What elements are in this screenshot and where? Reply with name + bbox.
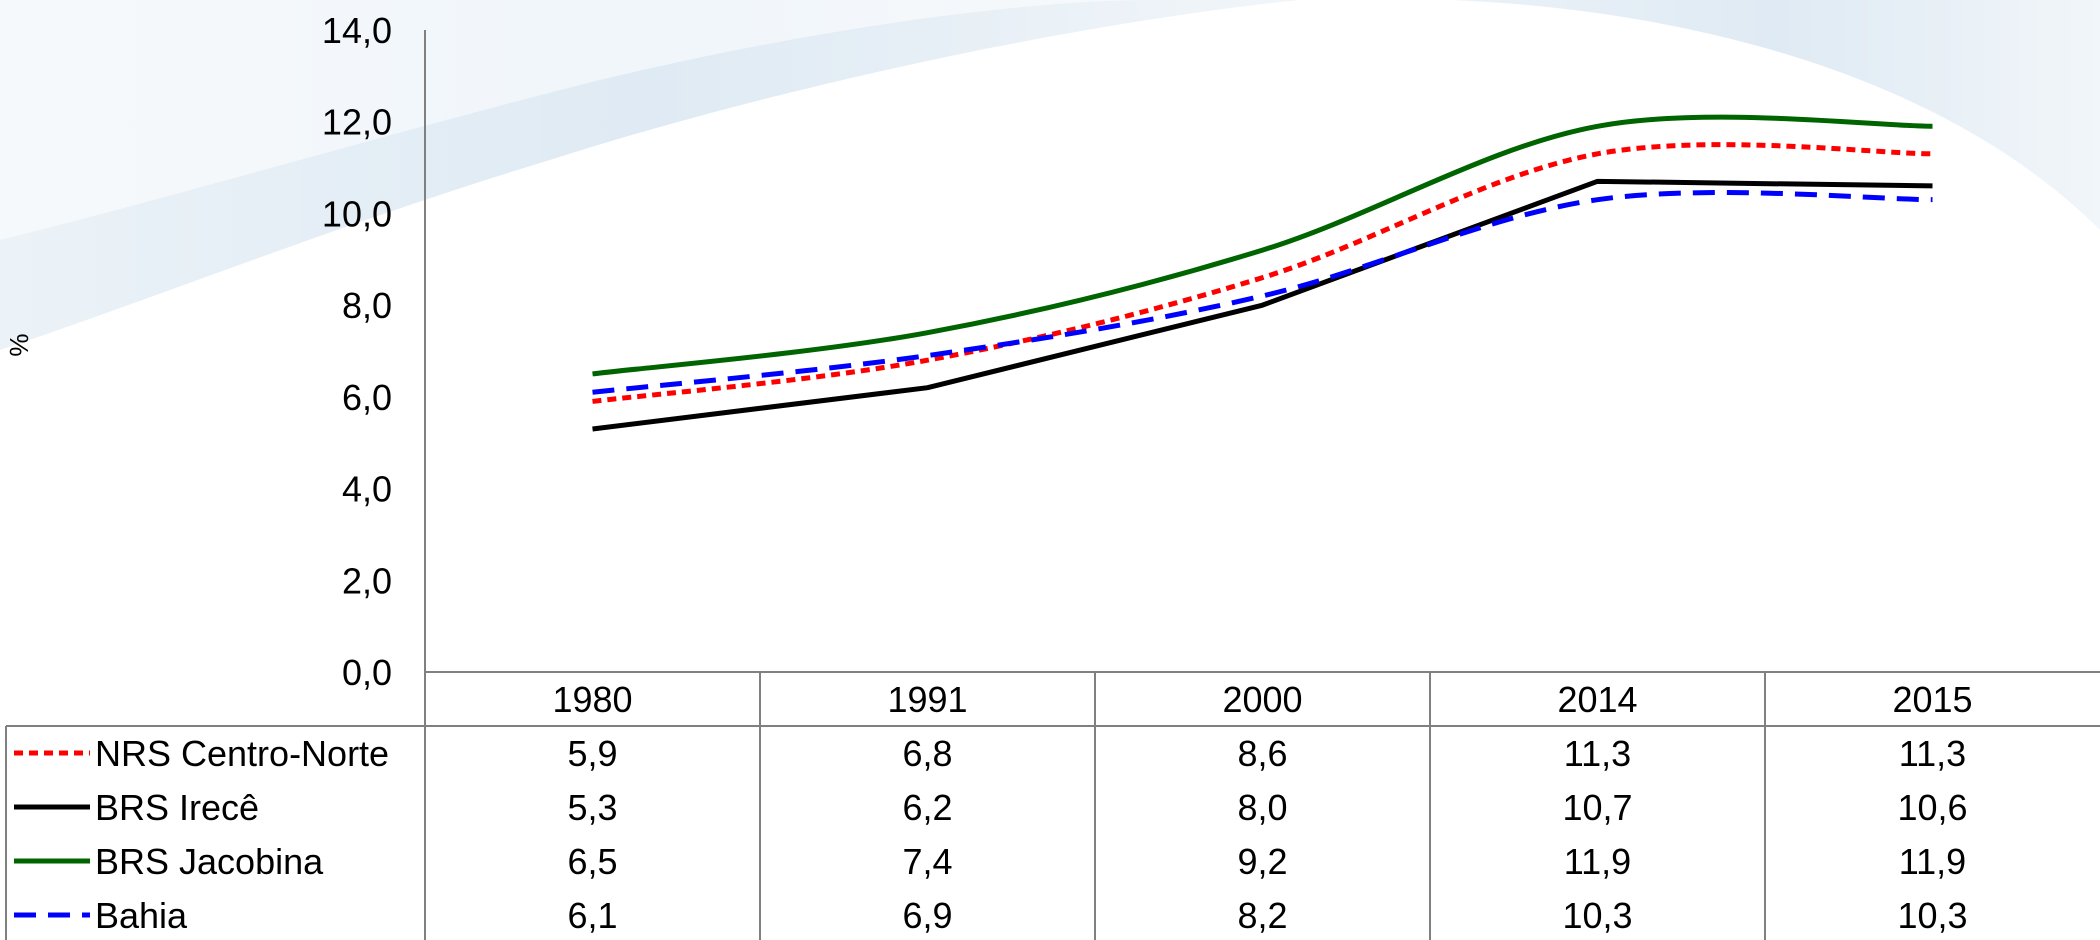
x-tick-label: 1980 <box>552 679 632 720</box>
y-tick-label: 8,0 <box>342 285 392 326</box>
legend-label: BRS Jacobina <box>95 841 324 882</box>
y-axis-tick-labels: 0,0 2,0 4,0 6,0 8,0 10,0 12,0 14,0 <box>322 10 392 693</box>
y-tick-label: 12,0 <box>322 102 392 143</box>
y-tick-label: 2,0 <box>342 560 392 601</box>
data-table: NRS Centro-Norte 5,9 6,8 8,6 11,3 11,3 BRS Ire… <box>14 733 1968 936</box>
y-tick-label: 4,0 <box>342 469 392 510</box>
x-tick-label: 1991 <box>887 679 967 720</box>
table-grid <box>5 672 2100 940</box>
data-label: 10,7 <box>1562 787 1632 828</box>
series-line <box>592 114 1933 377</box>
legend-label: Bahia <box>95 895 188 936</box>
data-label: 11,9 <box>1899 841 1966 882</box>
series-line <box>592 178 1933 432</box>
data-label: 10,6 <box>1897 787 1967 828</box>
data-label: 9,2 <box>1237 841 1287 882</box>
data-label: 8,2 <box>1237 895 1287 936</box>
series-line <box>592 142 1933 404</box>
data-label: 6,1 <box>567 895 617 936</box>
data-label: 8,0 <box>1237 787 1287 828</box>
data-label: 11,9 <box>1564 841 1631 882</box>
x-tick-label: 2000 <box>1222 679 1302 720</box>
data-label: 11,3 <box>1564 733 1631 774</box>
x-axis-tick-labels: 1980 1991 2000 2014 2015 <box>552 679 1972 720</box>
background-decoration <box>0 0 2100 350</box>
data-label: 5,3 <box>567 787 617 828</box>
data-label: 5,9 <box>567 733 617 774</box>
y-tick-label: 10,0 <box>322 193 392 234</box>
y-tick-label: 6,0 <box>342 377 392 418</box>
data-label: 7,4 <box>902 841 952 882</box>
data-label: 6,2 <box>902 787 952 828</box>
data-label: 10,3 <box>1562 895 1632 936</box>
y-tick-label: 0,0 <box>342 652 392 693</box>
data-label: 6,5 <box>567 841 617 882</box>
data-label: 8,6 <box>1237 733 1287 774</box>
legend-label: BRS Irecê <box>95 787 259 828</box>
data-label: 6,9 <box>902 895 952 936</box>
data-label: 10,3 <box>1897 895 1967 936</box>
y-tick-label: 14,0 <box>322 10 392 51</box>
series-lines <box>592 114 1933 432</box>
axes <box>424 30 2100 940</box>
data-label: 11,3 <box>1899 733 1966 774</box>
legend-label: NRS Centro-Norte <box>95 733 389 774</box>
y-axis-label: % <box>4 333 34 356</box>
data-label: 6,8 <box>902 733 952 774</box>
x-tick-label: 2015 <box>1892 679 1972 720</box>
x-tick-label: 2014 <box>1557 679 1637 720</box>
series-line <box>592 190 1933 395</box>
